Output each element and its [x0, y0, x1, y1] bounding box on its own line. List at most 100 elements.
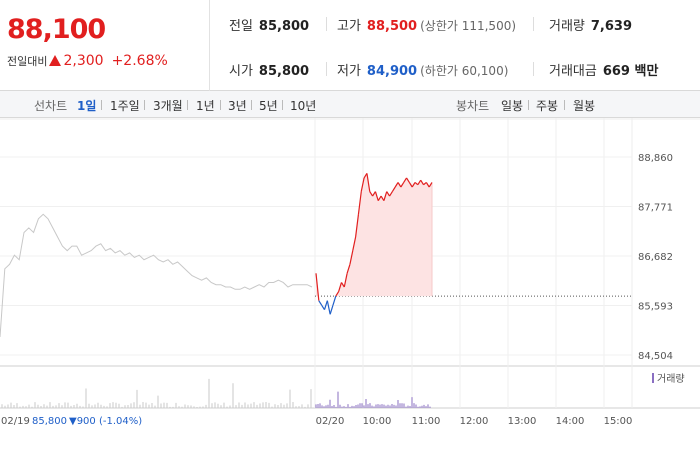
today-line-segment	[372, 191, 376, 197]
today-line-segment	[377, 195, 382, 201]
tab-1w[interactable]: 1주일	[110, 99, 140, 113]
x-tick-label: 02/20	[316, 416, 345, 427]
tab-monthly[interactable]: 월봉	[573, 99, 596, 113]
today-line-segment	[394, 182, 399, 188]
today-line-segment	[340, 282, 345, 288]
today-line-segment	[386, 191, 391, 197]
tab-daily[interactable]: 일봉	[501, 99, 524, 113]
stat-label: 저가	[337, 64, 361, 79]
tab-divider	[144, 100, 145, 110]
stat-value: 84,900	[366, 64, 418, 79]
x-axis: 02/20 10:00 11:00 12:00 13:00 14:00 15:00	[316, 416, 633, 427]
footer-prev-close: 85,800	[32, 416, 67, 427]
x-tick-label: 10:00	[363, 416, 392, 427]
today-line-segment	[400, 182, 405, 188]
up-triangle-icon	[49, 55, 62, 66]
y-tick-label: 84,504	[638, 351, 673, 362]
tab-10y[interactable]: 10년	[290, 99, 317, 113]
today-line-segment	[360, 177, 365, 192]
prev-day-area	[0, 213, 313, 338]
tab-divider	[187, 100, 188, 110]
volume-legend-swatch	[652, 373, 654, 383]
chart-tabbar: 선차트 1일 1주일 3개월 1년 3년 5년 10년 봉차트 일봉 주봉 월봉	[0, 91, 700, 118]
today-fill	[316, 173, 432, 297]
candle-chart-title: 봉차트	[456, 99, 490, 113]
y-tick-label: 86,682	[638, 252, 673, 263]
today-line-segment	[389, 191, 393, 197]
stat-amount: 거래대금 669 백만	[549, 60, 658, 79]
tab-weekly[interactable]: 주봉	[536, 99, 559, 113]
stat-label: 거래량	[549, 19, 585, 34]
change-label: 전일대비	[7, 55, 48, 68]
today-line-segment	[346, 264, 351, 274]
divider	[533, 62, 534, 76]
stat-volume: 거래량 7,639	[549, 15, 632, 34]
x-tick-label: 12:00	[460, 416, 489, 427]
tab-divider	[528, 100, 529, 110]
today-line-segment	[315, 273, 320, 301]
stat-label: 전일	[229, 19, 253, 34]
tab-divider	[564, 100, 565, 110]
stat-value: 669 백만	[602, 64, 659, 79]
tab-divider	[251, 100, 252, 110]
change-percent: +2.68%	[111, 53, 168, 69]
stat-value: 7,639	[590, 19, 633, 34]
tab-divider	[282, 100, 283, 110]
x-tick-label: 11:00	[412, 416, 441, 427]
volume-legend-label: 거래량	[657, 373, 685, 385]
today-line-segment	[428, 182, 433, 188]
today-line-segment	[321, 304, 325, 311]
prev-close-footer: 02/19 85,800 ▼900 (-1.04%)	[1, 416, 142, 427]
change-row: 전일대비 2,300 +2.68%	[7, 53, 168, 69]
today-line-segment	[403, 177, 408, 183]
y-tick-label: 85,593	[638, 302, 673, 313]
intraday-chart: 88,860 87,771 86,682 85,593 84,504 02/20 10:0…	[0, 118, 700, 427]
today-line-segment	[423, 181, 427, 186]
chart-grid	[0, 118, 700, 409]
y-tick-label: 87,771	[638, 203, 673, 214]
tab-divider	[220, 100, 221, 110]
divider	[533, 17, 534, 31]
today-line-segment	[374, 191, 379, 201]
current-price: 88,100	[7, 14, 106, 45]
today-line-segment	[323, 300, 328, 310]
tab-5y[interactable]: 5년	[259, 99, 278, 113]
stat-value: 85,800	[258, 19, 310, 34]
divider	[326, 17, 327, 31]
today-line-segment	[326, 300, 331, 315]
stat-label: 시가	[229, 64, 253, 79]
quote-header: 88,100 전일대비 2,300 +2.68% 전일 85,800 고가 88,500…	[0, 0, 700, 91]
today-line-segment	[408, 182, 413, 188]
stat-value: 88,500	[366, 19, 418, 34]
footer-prev-change: ▼900 (-1.04%)	[69, 416, 142, 427]
x-tick-label: 14:00	[556, 416, 585, 427]
y-axis: 88,860 87,771 86,682 85,593 84,504	[638, 153, 673, 362]
y-tick-label: 88,860	[638, 153, 673, 164]
tab-3y[interactable]: 3년	[228, 99, 247, 113]
tab-1y[interactable]: 1년	[196, 99, 215, 113]
price-box: 88,100 전일대비 2,300 +2.68%	[0, 0, 210, 91]
lower-limit: (하한가 60,100)	[420, 64, 509, 78]
stat-open: 시가 85,800	[229, 60, 309, 79]
today-line-segment	[380, 195, 385, 201]
stat-prev-close: 전일 85,800	[229, 15, 309, 34]
today-line-segment	[329, 305, 334, 315]
change-amount: 2,300	[63, 53, 104, 69]
stat-high: 고가 88,500 (상한가 111,500)	[337, 15, 516, 34]
today-line-segment	[366, 173, 371, 192]
quote-stats: 전일 85,800 고가 88,500 (상한가 111,500) 거래량 7,639 …	[210, 0, 700, 91]
tab-1d[interactable]: 1일	[77, 99, 97, 113]
today-line-segment	[349, 250, 354, 265]
stat-label: 거래대금	[549, 64, 597, 79]
today-line-segment	[411, 182, 416, 188]
today-line-segment	[425, 182, 430, 188]
today-line-segment	[318, 300, 323, 306]
today-line-segment	[420, 179, 425, 186]
prev-day-line	[0, 213, 313, 338]
tab-3m[interactable]: 3개월	[153, 99, 183, 113]
today-line-segment	[343, 273, 348, 288]
today-line-segment	[397, 182, 402, 188]
volume-legend: 거래량	[652, 373, 685, 385]
x-tick-label: 13:00	[508, 416, 537, 427]
stat-value: 85,800	[258, 64, 310, 79]
